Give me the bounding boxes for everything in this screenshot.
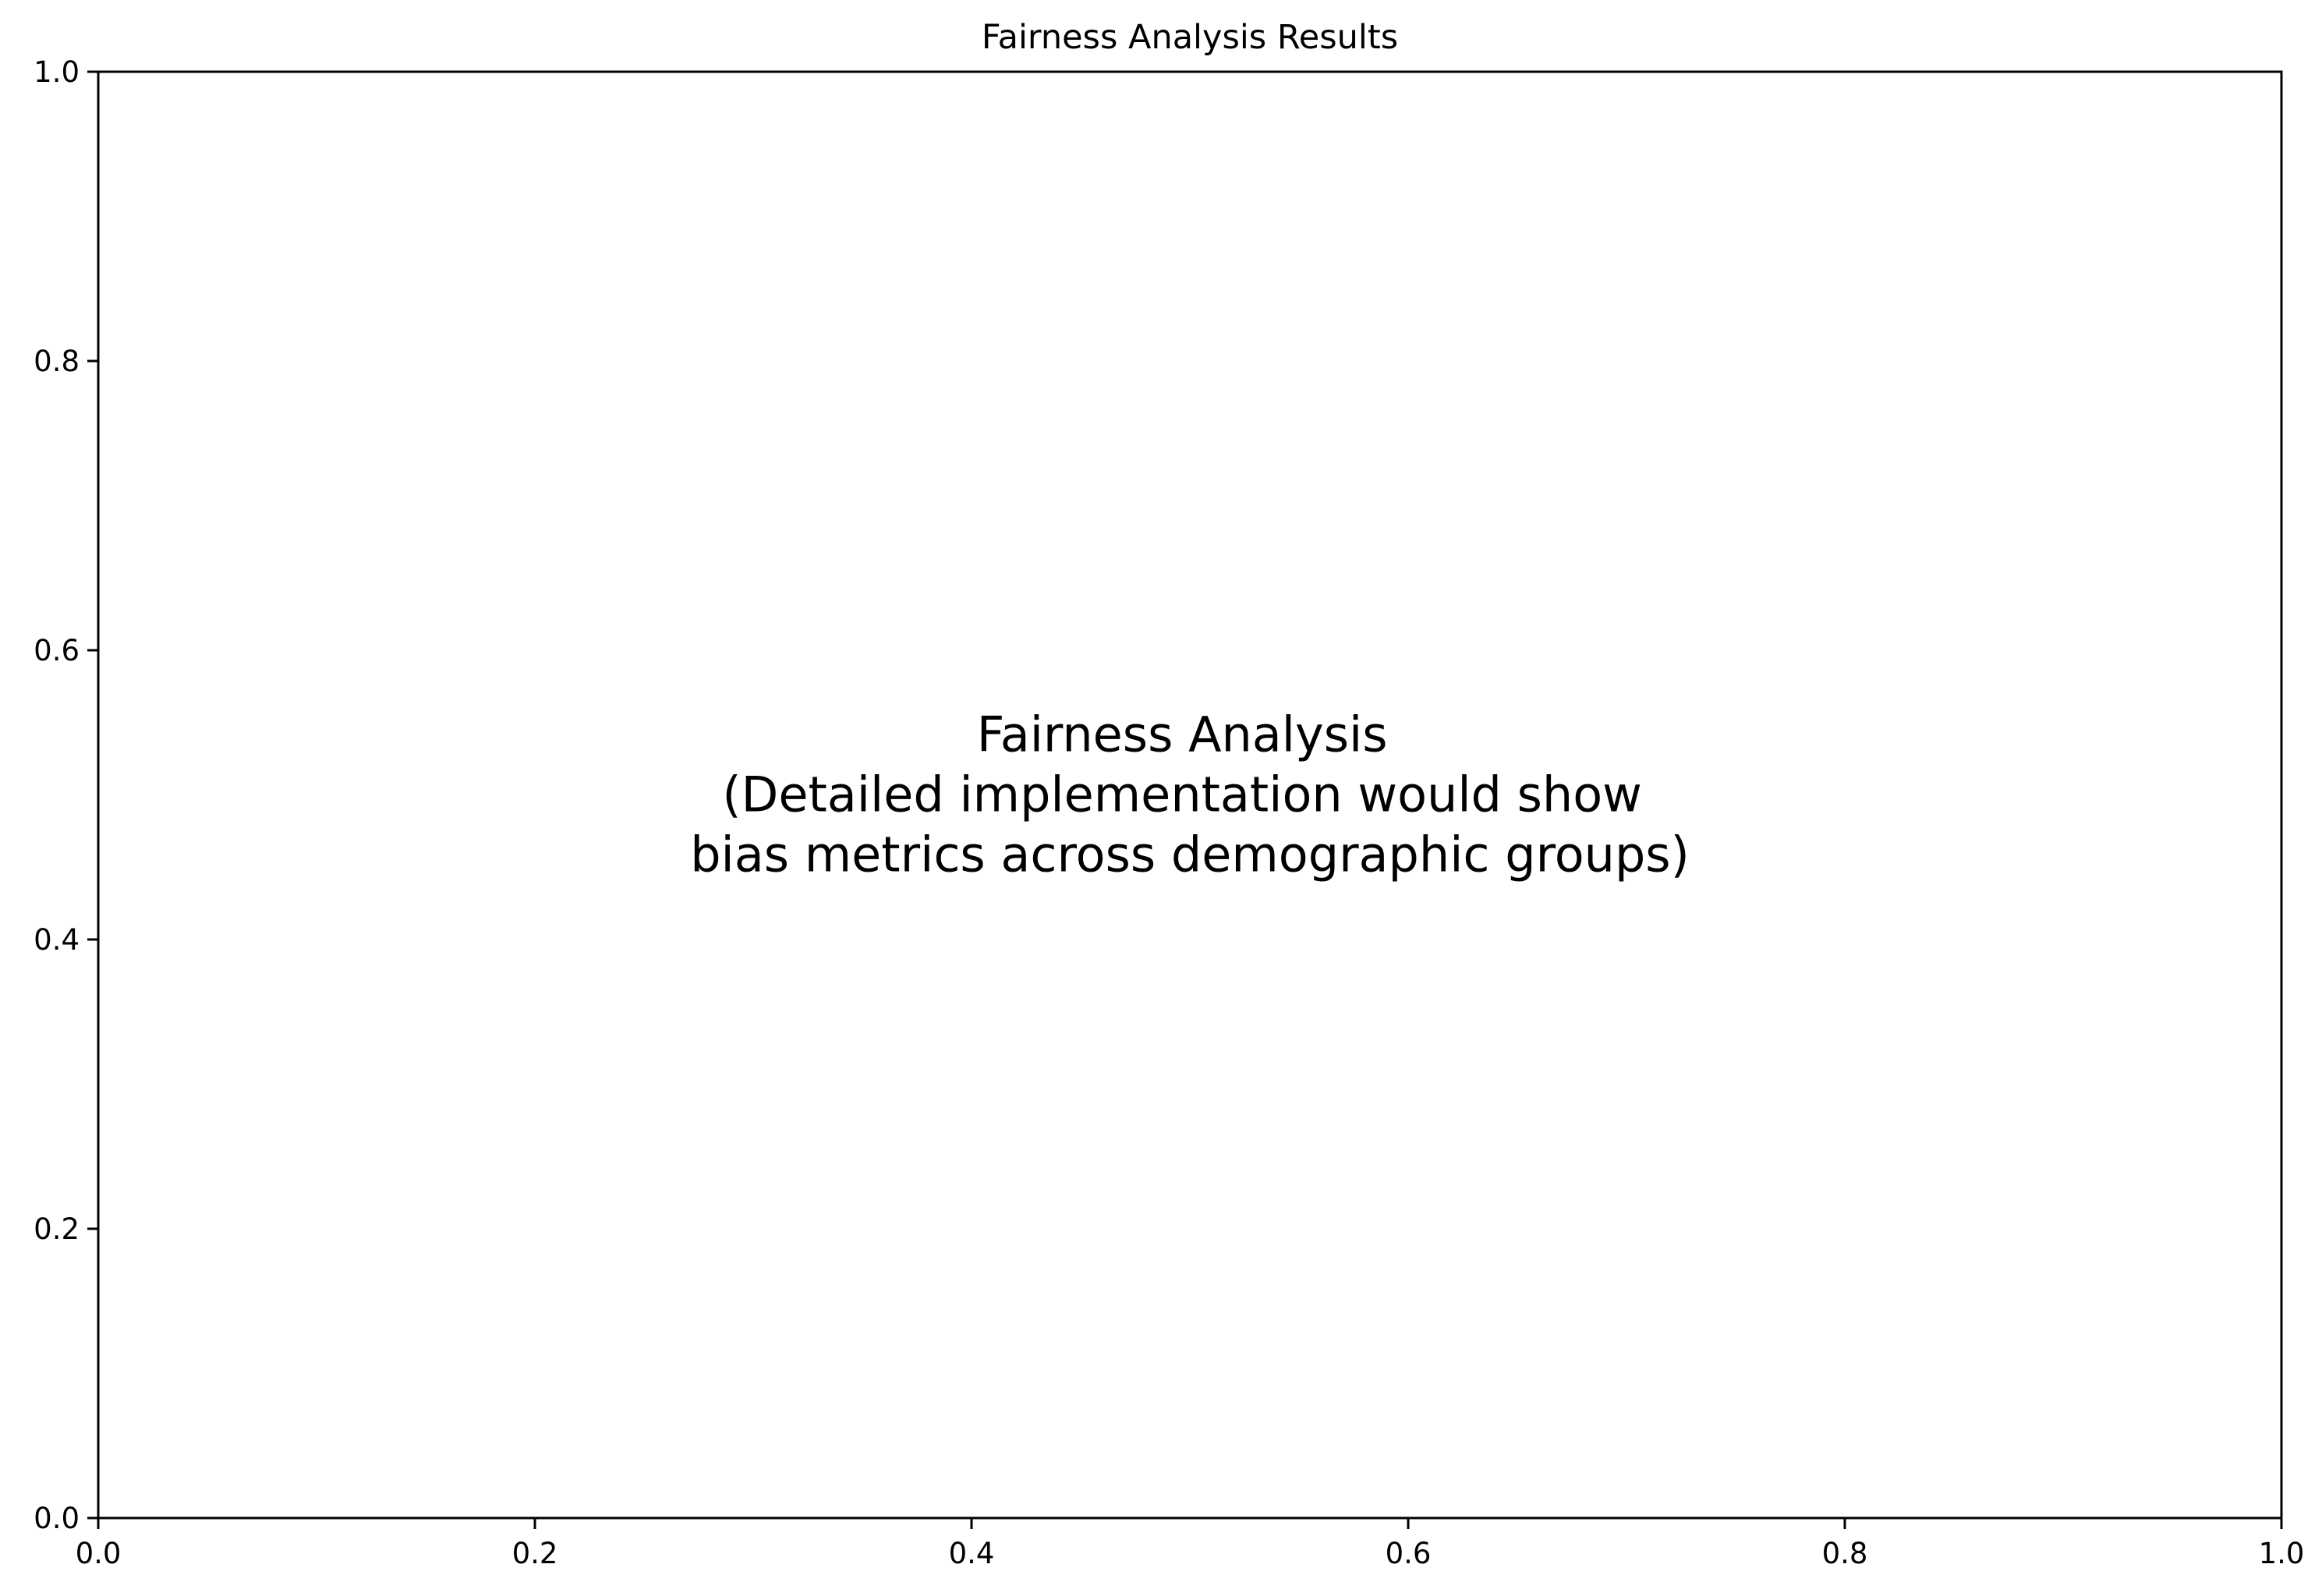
x-axis-ticks: 0.0 0.2 0.4 0.6 0.8 1.0: [76, 1518, 2305, 1570]
y-tick-label: 0.0: [34, 1502, 80, 1535]
x-tick-label: 0.8: [1822, 1537, 1868, 1570]
x-tick-label: 1.0: [2259, 1537, 2305, 1570]
x-tick-label: 0.4: [949, 1537, 995, 1570]
x-tick-label: 0.2: [512, 1537, 558, 1570]
center-annotation: Fairness Analysis (Detailed implementati…: [690, 706, 1690, 883]
y-tick-label: 0.2: [34, 1212, 80, 1246]
x-tick-label: 0.6: [1386, 1537, 1432, 1570]
chart-title: Fairness Analysis Results: [982, 18, 1398, 57]
y-tick-label: 0.4: [34, 923, 80, 957]
annotation-line-1: Fairness Analysis: [977, 706, 1388, 763]
y-axis-ticks: 0.0 0.2 0.4 0.6 0.8 1.0: [34, 55, 98, 1535]
plot-area: [97, 70, 2283, 1520]
annotation-line-2: (Detailed implementation would show: [722, 766, 1641, 823]
y-tick-label: 1.0: [34, 55, 80, 89]
x-tick-label: 0.0: [76, 1537, 122, 1570]
y-tick-label: 0.8: [34, 345, 80, 378]
annotation-line-3: bias metrics across demographic groups): [690, 826, 1690, 883]
y-tick-label: 0.6: [34, 634, 80, 667]
